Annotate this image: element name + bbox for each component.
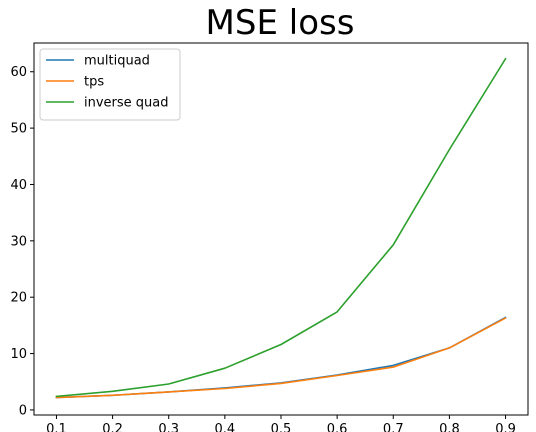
x-tick-label: 0.3	[158, 422, 179, 432]
legend-box	[39, 48, 181, 121]
y-tick-label: 20	[10, 291, 27, 306]
y-tick-label: 30	[10, 234, 27, 249]
legend: multiquad tps inverse quad	[39, 48, 181, 121]
x-tick-label: 0.4	[215, 422, 236, 432]
y-tick-label: 50	[10, 122, 27, 137]
series-lines	[55, 57, 507, 399]
legend-entry: inverse quad	[84, 96, 169, 111]
x-tick-label: 0.6	[327, 422, 348, 432]
series-line-multiquad	[55, 316, 507, 399]
legend-entry: multiquad	[84, 54, 150, 69]
y-axis: 0 10 20 30 40 50 60	[10, 65, 34, 418]
x-tick-label: 0.1	[46, 422, 67, 432]
x-axis: 0.1 0.2 0.3 0.4 0.5 0.6 0.7 0.8 0.9	[46, 415, 516, 432]
x-tick-label: 0.8	[439, 422, 460, 432]
series-line-tps	[55, 317, 507, 399]
y-tick-label: 60	[10, 65, 27, 80]
x-tick-label: 0.9	[495, 422, 516, 432]
legend-entry: tps	[84, 75, 104, 90]
chart-title: MSE loss	[206, 3, 355, 43]
x-tick-label: 0.5	[271, 422, 292, 432]
x-tick-label: 0.2	[102, 422, 123, 432]
y-tick-label: 0	[19, 403, 27, 418]
y-tick-label: 10	[10, 347, 27, 362]
series-line-inverse-quad	[55, 57, 507, 398]
y-tick-label: 40	[10, 178, 27, 193]
x-tick-label: 0.7	[383, 422, 404, 432]
